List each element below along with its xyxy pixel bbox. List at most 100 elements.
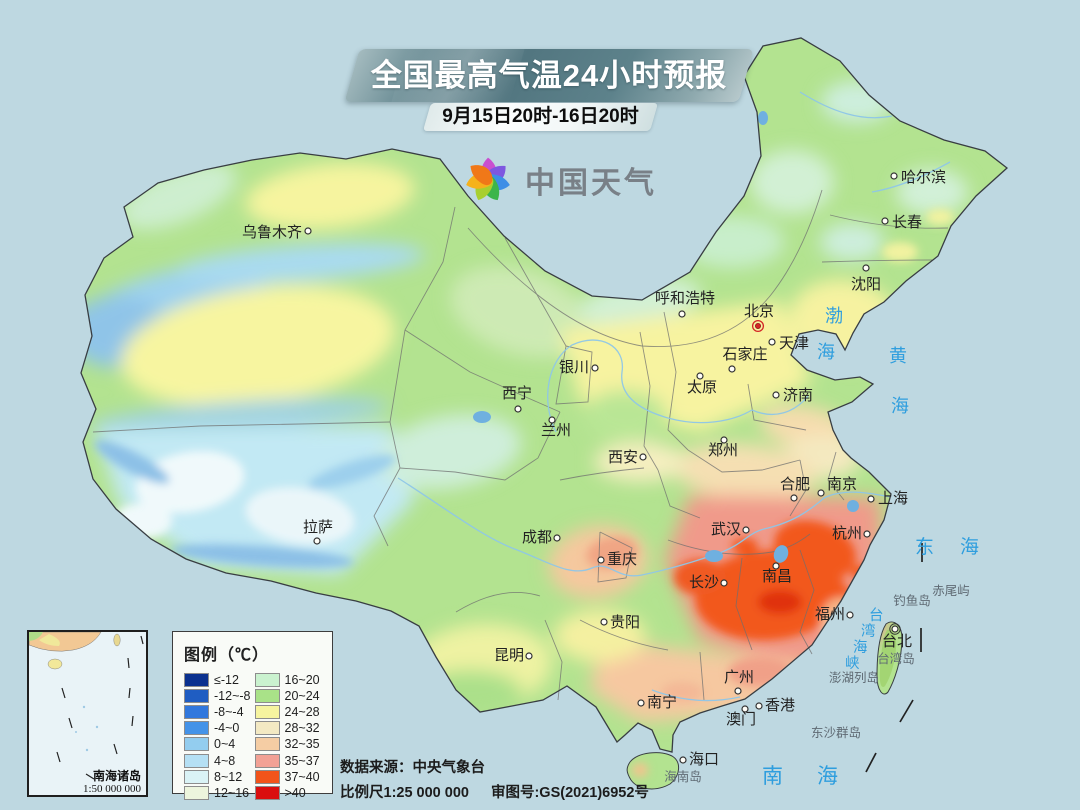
legend-label: -12~-8	[214, 689, 251, 704]
city-marker	[639, 453, 647, 461]
maritime-boundary-dashes	[865, 543, 923, 773]
legend-swatch	[184, 721, 209, 736]
logo-text: 中国天气	[525, 167, 657, 200]
legend-swatch	[184, 753, 209, 768]
city-label: 呼和浩特	[655, 290, 715, 307]
legend-column-cold: ≤-12 -12~-8 -8~-4 -4~0 0~4 4~8 8~12 12~16	[184, 672, 255, 801]
map-scale: 比例尺1:25 000 000	[340, 785, 469, 801]
legend-item: 37~40	[254, 769, 326, 785]
city-marker	[846, 611, 854, 619]
legend-label: 24~28	[284, 705, 320, 720]
city-marker	[790, 494, 798, 502]
city-label: 广州	[724, 669, 754, 686]
island-label: 赤尾屿	[932, 584, 970, 598]
legend-swatch	[254, 753, 280, 768]
city-marker	[553, 534, 561, 542]
city-label: 济南	[783, 387, 813, 404]
legend-label: ≤-12	[214, 673, 239, 688]
city-label: 西安	[608, 449, 638, 466]
lakes	[473, 111, 859, 563]
city-label: 海口	[689, 751, 719, 768]
city-label: 郑州	[708, 442, 738, 459]
map-footer: 数据来源：中央气象台 比例尺1:25 000 000 审图号:GS(2021)69…	[340, 756, 649, 806]
city-label: 沈阳	[851, 276, 881, 293]
legend-item: >40	[254, 785, 326, 801]
sea-label: 台湾海峡	[845, 607, 884, 672]
legend-swatch	[184, 689, 209, 704]
china-weather-logo: 中国天气	[460, 151, 657, 209]
city-marker	[768, 338, 776, 346]
legend-title: 图例（℃）	[184, 647, 270, 664]
sea-label: 黄海	[889, 346, 909, 416]
city-label: 北京	[744, 303, 774, 320]
city-marker	[772, 391, 780, 399]
legend-item: 4~8	[184, 752, 255, 768]
city-label: 昆明	[494, 647, 524, 664]
city-label: 香港	[765, 697, 795, 714]
city-marker	[637, 699, 645, 707]
pinwheel-logo-icon	[466, 157, 510, 201]
scale-and-approval: 比例尺1:25 000 000 审图号:GS(2021)6952号	[340, 781, 649, 806]
legend-item: ≤-12	[184, 672, 255, 688]
legend-swatch	[184, 785, 209, 800]
city-marker	[863, 530, 871, 538]
city-marker	[304, 227, 312, 235]
title-banner: 全国最高气温24小时预报	[344, 49, 754, 102]
city-marker	[862, 264, 870, 272]
city-marker	[867, 495, 875, 503]
legend-column-warm: 16~20 20~24 24~28 28~32 32~35 35~37 37~40 >40	[254, 672, 326, 801]
legend-swatch	[254, 705, 280, 720]
city-marker	[679, 756, 687, 764]
data-source: 数据来源：中央气象台	[340, 760, 485, 776]
city-label: 西宁	[502, 385, 532, 402]
legend-label: >40	[284, 785, 306, 800]
city-label: 长春	[892, 214, 922, 231]
city-marker	[772, 562, 780, 570]
city-label: 银川	[559, 359, 589, 376]
city-label: 重庆	[607, 551, 637, 568]
legend-item: 0~4	[184, 736, 255, 752]
legend-item: 35~37	[254, 752, 326, 768]
city-label: 南宁	[647, 694, 677, 711]
city-marker	[720, 579, 728, 587]
city-marker	[881, 217, 889, 225]
legend-label: 20~24	[284, 689, 320, 704]
legend-swatch	[254, 737, 280, 752]
legend-swatch	[184, 769, 209, 784]
legend-item: -8~-4	[184, 704, 255, 720]
city-marker	[817, 489, 825, 497]
rivers	[397, 91, 951, 702]
city-marker	[742, 526, 750, 534]
map-title: 全国最高气温24小时预报	[370, 58, 728, 93]
city-marker	[600, 618, 608, 626]
legend-columns: ≤-12 -12~-8 -8~-4 -4~0 0~4 4~8 8~12 12~16 16~20…	[184, 672, 325, 801]
city-label: 成都	[522, 529, 552, 546]
city-marker	[548, 416, 556, 424]
city-label: 上海	[878, 490, 908, 507]
city-marker	[525, 652, 533, 660]
city-marker	[728, 365, 736, 373]
city-marker	[678, 310, 686, 318]
city-label: 福州	[815, 606, 845, 623]
legend-label: 16~20	[284, 673, 320, 688]
approval-number: 审图号:GS(2021)6952号	[490, 785, 649, 801]
city-label: 贵阳	[610, 614, 640, 631]
city-label: 石家庄	[722, 345, 767, 363]
city-marker	[696, 372, 704, 380]
legend-swatch	[254, 673, 280, 688]
legend-swatch	[254, 689, 280, 704]
sea-label: 东海	[915, 536, 1005, 558]
city-label: 南昌	[762, 568, 792, 585]
city-label: 合肥	[780, 476, 810, 493]
city-marker	[755, 702, 763, 710]
legend-swatch	[184, 737, 209, 752]
forecast-period: 9月15日20时-16日20时	[442, 106, 639, 127]
city-marker	[890, 172, 898, 180]
sea-label: 南海	[762, 764, 872, 788]
city-marker	[741, 705, 749, 713]
city-label: 太原	[687, 379, 717, 396]
inset-scale: 1:50 000 000	[83, 783, 142, 795]
city-marker	[591, 364, 599, 372]
legend-label: -4~0	[214, 721, 240, 736]
